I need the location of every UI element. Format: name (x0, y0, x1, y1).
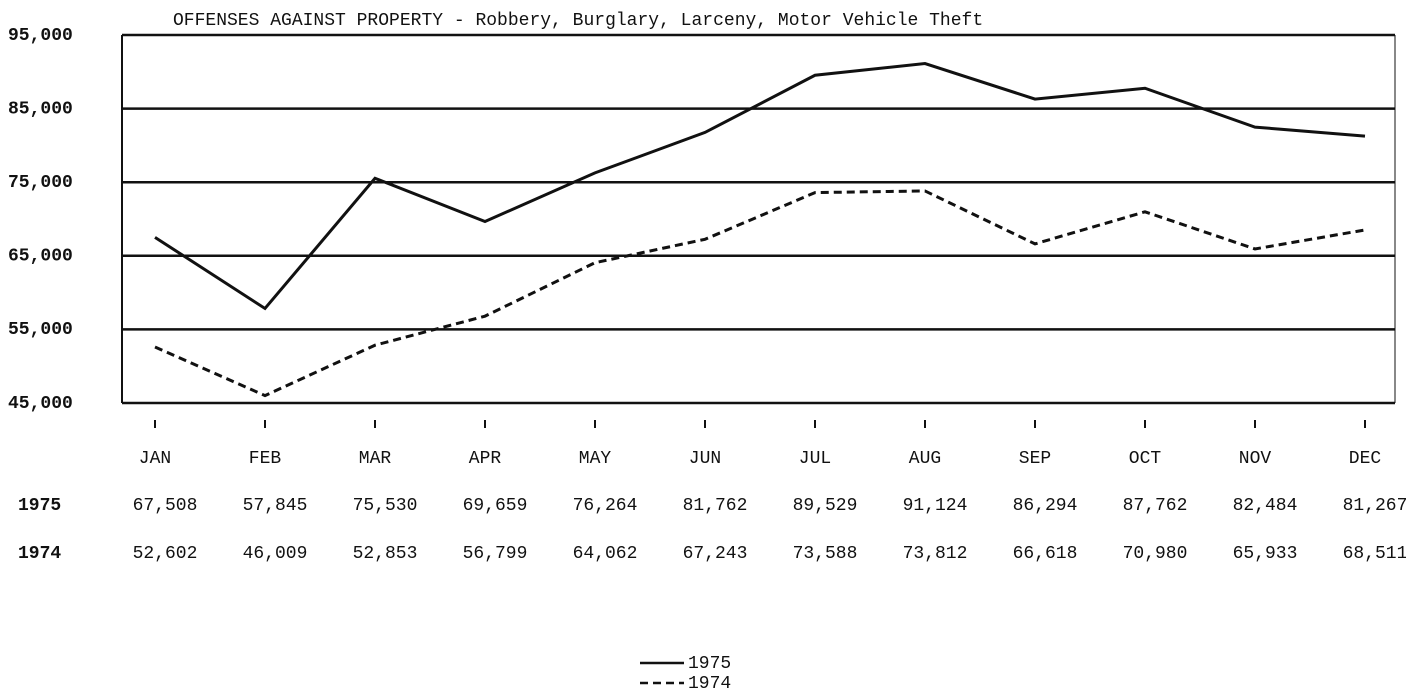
value-label: 68,511 (1343, 544, 1406, 564)
y-tick-label: 65,000 (8, 247, 73, 267)
value-label: 81,762 (683, 496, 748, 516)
value-label: 52,602 (133, 544, 198, 564)
value-label: 86,294 (1013, 496, 1078, 516)
y-tick-label: 55,000 (8, 320, 73, 340)
value-label: 91,124 (903, 496, 968, 516)
value-label: 64,062 (573, 544, 638, 564)
x-tick-label: SEP (1019, 449, 1051, 469)
y-tick-label: 45,000 (8, 394, 73, 414)
row-label: 1975 (18, 496, 61, 516)
value-label: 89,529 (793, 496, 858, 516)
value-label: 76,264 (573, 496, 638, 516)
x-tick-label: NOV (1239, 449, 1272, 469)
value-label: 67,508 (133, 496, 198, 516)
value-label: 66,618 (1013, 544, 1078, 564)
value-label: 82,484 (1233, 496, 1298, 516)
x-tick-label: FEB (249, 449, 282, 469)
y-tick-label: 75,000 (8, 173, 73, 193)
row-label: 1974 (18, 544, 61, 564)
value-label: 57,845 (243, 496, 308, 516)
value-label: 67,243 (683, 544, 748, 564)
value-label: 46,009 (243, 544, 308, 564)
legend-label: 1975 (688, 654, 731, 674)
value-label: 73,812 (903, 544, 968, 564)
x-tick-label: MAR (359, 449, 392, 469)
value-label: 69,659 (463, 496, 528, 516)
y-tick-label: 85,000 (8, 99, 73, 119)
x-tick-label: JUL (799, 449, 831, 469)
value-label: 52,853 (353, 544, 418, 564)
value-label: 65,933 (1233, 544, 1298, 564)
value-label: 56,799 (463, 544, 528, 564)
value-label: 87,762 (1123, 496, 1188, 516)
y-tick-label: 95,000 (8, 26, 73, 46)
x-tick-label: JAN (139, 449, 171, 469)
x-tick-label: MAY (579, 449, 612, 469)
x-tick-label: AUG (909, 449, 941, 469)
x-tick-label: DEC (1349, 449, 1382, 469)
x-tick-label: APR (469, 449, 502, 469)
x-tick-label: OCT (1129, 449, 1162, 469)
value-label: 73,588 (793, 544, 858, 564)
series-line (154, 189, 1366, 398)
x-tick-label: JUN (689, 449, 721, 469)
value-label: 70,980 (1123, 544, 1188, 564)
value-label: 75,530 (353, 496, 418, 516)
legend-label: 1974 (688, 674, 731, 694)
series-line (154, 62, 1366, 311)
chart-title: OFFENSES AGAINST PROPERTY - Robbery, Bur… (173, 11, 983, 31)
value-label: 81,267 (1343, 496, 1406, 516)
